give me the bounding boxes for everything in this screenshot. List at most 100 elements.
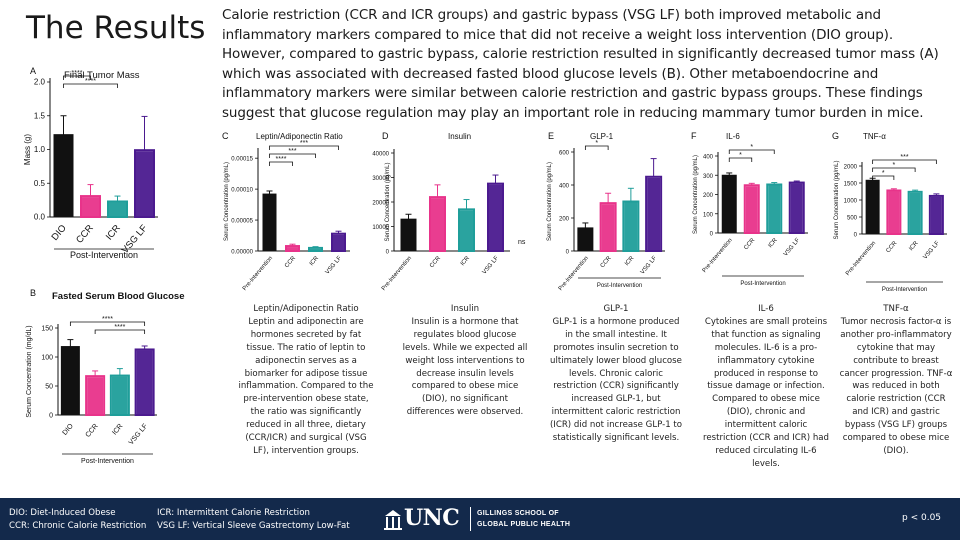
- bar-fill-C-2: [310, 248, 321, 251]
- legend-vsg: VSG LF: Vertical Sleeve Gastrectomy Low-…: [157, 521, 350, 531]
- bar-fill-G-3: [930, 196, 942, 234]
- y-tick-label-D: 0: [386, 250, 390, 256]
- y-tick-label-C: 0.00005: [231, 219, 253, 225]
- y-tick-label-E: 600: [559, 151, 570, 157]
- chart-D: D Insulin 0 10000 20000 30000 40000 Serum Conce…: [372, 131, 510, 292]
- bar-D-0: [400, 218, 417, 252]
- bar-fill-B-1: [87, 377, 104, 415]
- panel-letter-C: C: [222, 131, 229, 141]
- y-tick-label-F: 300: [703, 174, 714, 180]
- chart-G: G TNF-α 0 500 1000 1500 2000 Serum Concentratio…: [832, 131, 947, 293]
- chart-title-C: Leptin/Adiponectin Ratio: [256, 132, 343, 141]
- y-axis-label-F: Serum Concentration (pg/mL): [693, 155, 699, 234]
- category-label-D-0: Pre-Intervention: [381, 255, 413, 292]
- y-tick-label-B: 150: [41, 326, 53, 333]
- p-value-note: p < 0.05: [902, 513, 942, 523]
- sig-bracket-G-1: [872, 167, 916, 172]
- sig-label-C-1: ***: [288, 148, 296, 155]
- bar-F-0: [721, 174, 737, 234]
- category-label-G-2: ICR: [908, 240, 920, 252]
- y-tick-label-D: 10000: [372, 225, 389, 231]
- category-label-E-2: ICR: [624, 255, 636, 267]
- glp1-description: GLP-1 GLP-1 is a hormone produced in the…: [548, 303, 684, 445]
- y-tick-label-C: 0.00015: [231, 157, 253, 163]
- bar-fill-A-2: [109, 202, 126, 217]
- unc-logo: UNC: [404, 505, 460, 531]
- y-tick-label-A: 0.0: [34, 213, 46, 222]
- sig-label-E-0: *: [595, 140, 598, 147]
- category-label-D-1: CCR: [429, 255, 442, 269]
- x-axis-label-G: Post-Intervention: [882, 287, 927, 293]
- school-name: GILLINGS SCHOOL OF GLOBAL PUBLIC HEALTH: [477, 508, 570, 530]
- y-axis-label-B: Serum Concentration (mg/dL): [26, 325, 33, 417]
- category-label-F-1: CCR: [743, 237, 756, 251]
- logo-divider: [470, 507, 471, 531]
- category-label-E-3: VSG LF: [640, 255, 659, 275]
- y-tick-label-C: 0.00010: [231, 188, 253, 194]
- y-tick-label-F: 200: [703, 193, 714, 199]
- sig-bracket-G-2: [872, 175, 895, 180]
- bar-fill-E-3: [647, 177, 661, 251]
- chart-A: A Final Tumor Mass 0.0 0.5 1.0 1.5 2.0 Mass (g)…: [23, 66, 158, 260]
- y-tick-label-G: 2000: [844, 165, 858, 171]
- insulin-description-body: Insulin is a hormone that regulates bloo…: [402, 316, 528, 418]
- legend-ccr: CCR: Chronic Calorie Restriction: [9, 521, 147, 531]
- x-axis-label-E: Post-Intervention: [597, 283, 642, 289]
- y-axis-label-E: Serum Concentration (pg/mL): [547, 162, 553, 241]
- il6-description-body: Cytokines are small proteins that functi…: [702, 316, 830, 469]
- category-label-B-0: DIO: [62, 422, 76, 436]
- chart-B: B Fasted Serum Blood Glucose 0 50 100 150 Seru…: [26, 288, 185, 465]
- legend-left: DIO: Diet-Induced Obese CCR: Chronic Cal…: [9, 507, 146, 533]
- bar-fill-C-1: [287, 247, 298, 251]
- sig-bracket-B-0: [69, 321, 146, 326]
- category-label-B-3: VSG LF: [128, 423, 149, 447]
- category-label-C-3: VSG LF: [325, 255, 344, 275]
- y-tick-label-B: 0: [49, 413, 53, 420]
- y-tick-label-F: 100: [703, 212, 714, 218]
- legend-dio: DIO: Diet-Induced Obese: [9, 508, 116, 518]
- panel-letter-G: G: [832, 131, 839, 141]
- y-tick-label-G: 1000: [844, 199, 858, 205]
- bar-fill-E-1: [601, 204, 615, 251]
- sig-bracket-C-1: [269, 153, 316, 158]
- chart-title-E: GLP-1: [590, 132, 614, 141]
- x-axis-label-F: Post-Intervention: [740, 281, 785, 287]
- tnf-description-body: Tumor necrosis factor-α is another pro-i…: [839, 316, 953, 456]
- panel-letter-E: E: [548, 131, 554, 141]
- y-axis-label-C: Serum Concentration (pg/mL): [224, 162, 230, 241]
- bar-fill-G-2: [909, 192, 921, 234]
- y-axis-label-A: Mass (g): [23, 134, 32, 165]
- panel-letter-A: A: [30, 66, 36, 76]
- sig-bracket-C-0: [269, 145, 339, 150]
- y-tick-label-F: 0: [710, 232, 714, 238]
- y-axis-label-D: Serum Concentration (pg/mL): [385, 162, 391, 241]
- category-label-C-0: Pre-Intervention: [242, 255, 274, 292]
- sig-bracket-G-0: [872, 159, 937, 164]
- category-label-F-3: VSG LF: [783, 237, 802, 257]
- bar-A-0: [53, 134, 74, 218]
- bar-fill-A-1: [82, 197, 99, 217]
- bar-fill-A-3: [136, 151, 153, 217]
- category-label-D-2: ICR: [460, 255, 472, 267]
- panel-letter-D: D: [382, 131, 389, 141]
- sig-label-C-0: ***: [300, 140, 308, 147]
- legend-icr: ICR: Intermittent Calorie Restriction: [157, 508, 310, 518]
- glp1-description-body: GLP-1 is a hormone produced in the small…: [549, 316, 683, 444]
- sig-label-G-1: *: [893, 162, 896, 169]
- sig-label-B-0: ****: [102, 316, 113, 323]
- sig-label-F-0: *: [750, 144, 753, 151]
- category-label-A-1: CCR: [74, 223, 96, 246]
- y-tick-label-C: 0.00000: [231, 250, 253, 256]
- leptin-description-heading: Leptin/Adiponectin Ratio: [253, 304, 359, 314]
- y-tick-label-B: 50: [45, 384, 53, 391]
- y-tick-label-A: 1.5: [34, 111, 46, 120]
- sig-bracket-E-0: [584, 145, 609, 150]
- school-line-2: GLOBAL PUBLIC HEALTH: [477, 521, 571, 528]
- chart-C: C Leptin/Adiponectin Ratio 0.00000 0.00005 0…: [222, 131, 350, 292]
- y-tick-label-D: 40000: [372, 152, 389, 158]
- bar-fill-B-2: [111, 376, 128, 415]
- category-label-G-3: VSG LF: [923, 240, 942, 260]
- sig-bracket-A-1: [63, 83, 118, 88]
- insulin-description: Insulin Insulin is a hormone that regula…: [400, 303, 530, 419]
- y-tick-label-G: 0: [854, 233, 858, 239]
